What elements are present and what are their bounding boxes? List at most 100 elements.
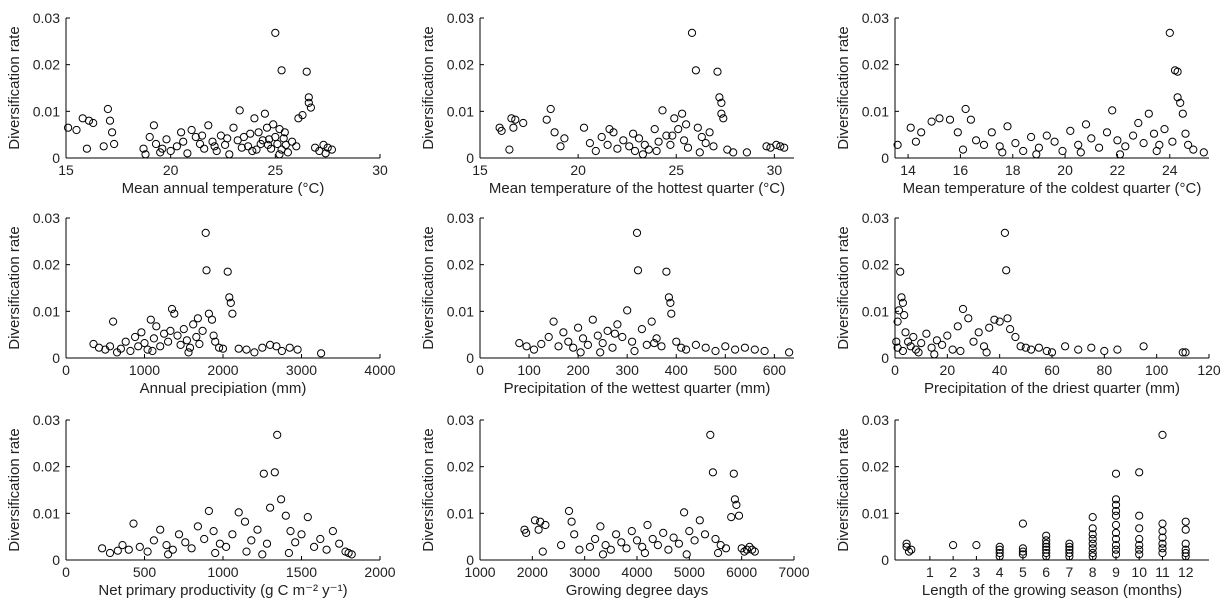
data-point [682, 345, 691, 354]
data-point [1139, 139, 1148, 148]
scatter-panel-2: 0 0.01 0.02 0.03 15 20 25 30 Mean temperature of… [420, 10, 794, 197]
data-point [228, 309, 237, 318]
data-point [538, 547, 547, 556]
scatter-panel-7: 0 0.01 0.02 0.03 0 500 1000 1500 2000 Net primary… [6, 412, 396, 599]
data-point [187, 544, 196, 553]
data-point [1129, 131, 1138, 140]
data-point [658, 106, 667, 115]
data-point [1042, 539, 1051, 548]
data-point [286, 527, 295, 536]
data-point [317, 349, 326, 358]
data-point [248, 146, 257, 156]
data-point [637, 325, 647, 334]
data-point [192, 332, 201, 342]
data-point [254, 128, 263, 137]
data-point [650, 125, 659, 134]
data-point [740, 343, 750, 352]
data-point [734, 511, 744, 520]
data-point [1074, 345, 1083, 354]
data-point [1181, 539, 1190, 548]
data-point [110, 139, 119, 149]
data-point [109, 317, 118, 326]
data-point [223, 267, 232, 276]
data-point [953, 128, 962, 137]
data-point [316, 534, 325, 544]
data-point [304, 98, 313, 108]
data-point [302, 67, 311, 76]
data-point [202, 266, 211, 275]
data-point [969, 337, 978, 346]
y-tick-label: 0.03 [447, 10, 474, 26]
data-point [1065, 545, 1074, 554]
data-point [164, 337, 173, 346]
data-point [596, 522, 605, 531]
data-point [223, 134, 232, 143]
data-point [894, 306, 904, 315]
data-point [1181, 348, 1190, 357]
data-point [685, 527, 694, 536]
data-point [719, 114, 728, 123]
data-point [591, 146, 600, 156]
data-point [1181, 552, 1190, 561]
data-point [1111, 550, 1121, 559]
data-point [780, 143, 789, 152]
x-tick-label: 6000 [726, 564, 757, 580]
data-point [126, 346, 135, 356]
data-point [1011, 139, 1020, 148]
y-tick-label: 0.03 [447, 412, 474, 428]
data-point [750, 345, 759, 354]
data-point [201, 228, 210, 237]
x-tick-label: 9 [1112, 564, 1120, 580]
data-point [760, 346, 769, 356]
data-point [556, 142, 565, 151]
y-tick-label: 0.01 [447, 505, 474, 521]
data-point [139, 144, 148, 153]
x-tick-label: 1000 [464, 564, 495, 580]
data-point [897, 293, 906, 302]
x-tick-label: 6 [1042, 564, 1050, 580]
data-point [634, 134, 644, 143]
data-point [713, 67, 722, 76]
scatter-panel-4: 0 0.01 0.02 0.03 0 1000 2000 3000 4000 Annual pre… [6, 210, 396, 397]
data-point [1074, 140, 1083, 149]
data-point [310, 542, 319, 552]
data-point [964, 314, 973, 323]
data-point [930, 350, 939, 359]
data-point [559, 328, 568, 337]
data-point [605, 125, 614, 134]
x-tick-label: 600 [763, 362, 787, 378]
data-point [585, 542, 595, 552]
data-point [185, 343, 195, 352]
data-point [995, 542, 1004, 552]
data-point [544, 332, 553, 342]
scatter-panel-5: 0 0.01 0.02 0.03 0 100 200 300 400 500 600 Precipit… [420, 210, 794, 397]
x-tick-label: 25 [268, 162, 284, 178]
data-point [742, 148, 752, 157]
data-point [1018, 550, 1028, 559]
data-point [327, 145, 336, 154]
y-tick-label: 0 [466, 150, 474, 166]
data-point [1000, 228, 1010, 237]
data-point [608, 343, 617, 352]
y-tick-label: 0.02 [33, 57, 60, 73]
data-point [177, 128, 186, 137]
data-point [323, 143, 332, 152]
y-tick-label: 0.01 [33, 505, 60, 521]
data-point [215, 539, 224, 548]
x-tick-label: 7000 [778, 564, 809, 580]
data-point [677, 343, 686, 352]
data-point [184, 348, 193, 357]
x-tick-label: 25 [668, 162, 684, 178]
data-point [1139, 342, 1148, 351]
data-point [1181, 525, 1190, 534]
data-point [1111, 506, 1121, 516]
data-point [678, 109, 687, 118]
data-point [625, 142, 634, 151]
data-point [619, 136, 628, 145]
data-point [328, 527, 337, 536]
data-point [748, 545, 757, 554]
data-point [948, 345, 957, 354]
y-axis-label: Diversification rate [420, 428, 437, 551]
y-tick-label: 0.02 [862, 57, 889, 73]
data-point [166, 146, 175, 156]
